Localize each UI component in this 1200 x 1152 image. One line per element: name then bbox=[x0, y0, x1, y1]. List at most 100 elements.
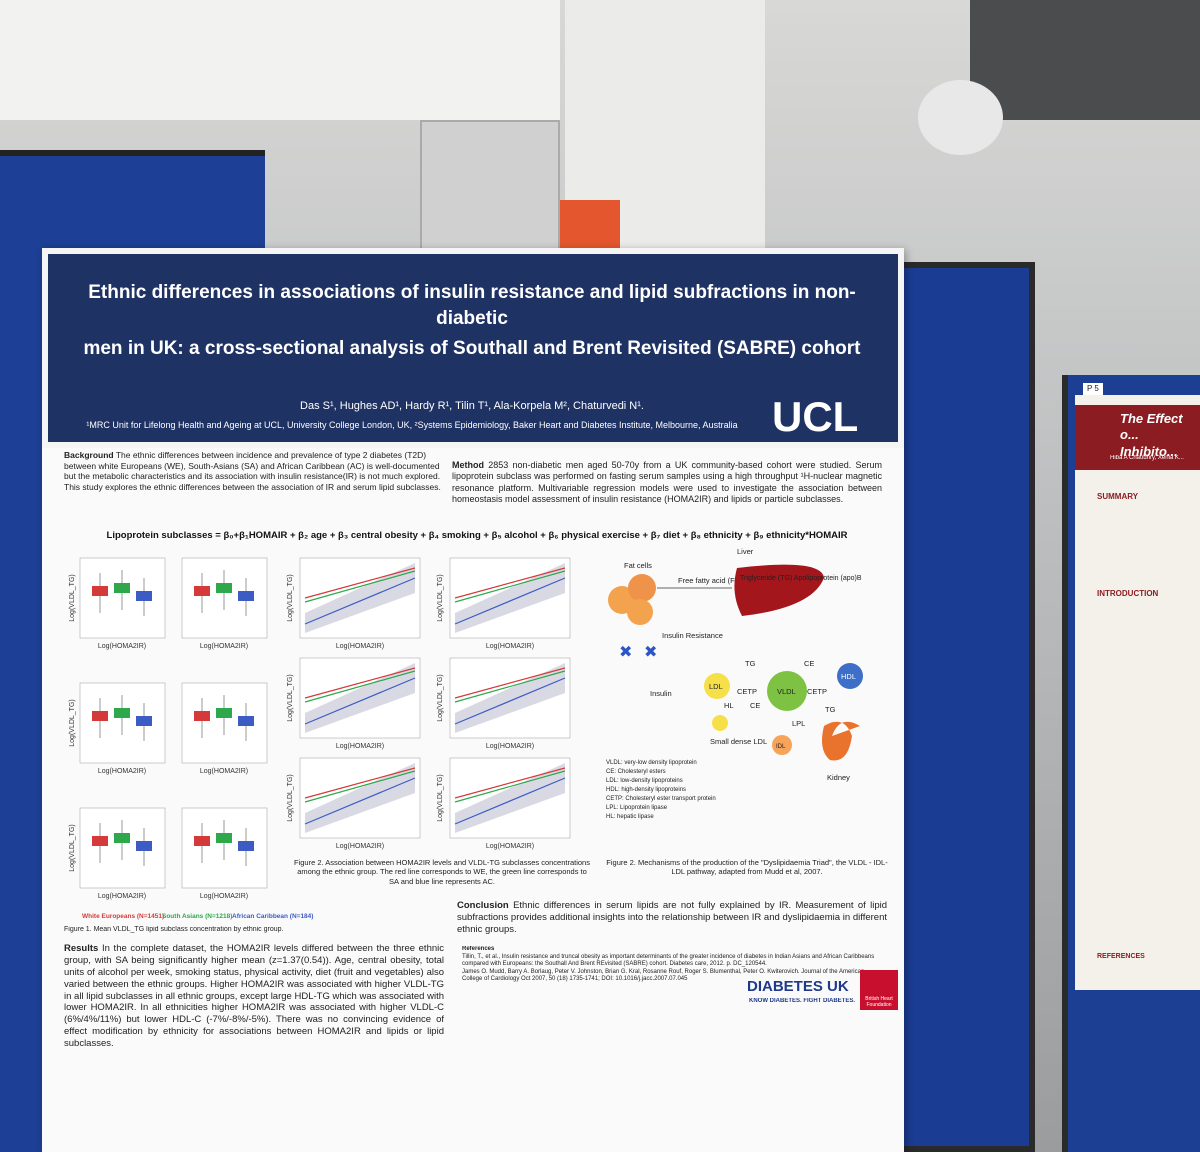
axis-label: Log(HOMA2IR) bbox=[486, 743, 534, 750]
key-item: HL: hepatic lipase bbox=[606, 814, 654, 820]
speaker bbox=[918, 80, 1003, 155]
diagram-label: Kidney bbox=[827, 773, 850, 782]
poster-title: men in UK: a cross-sectional analysis of… bbox=[83, 338, 861, 359]
box-plot bbox=[181, 682, 268, 764]
diagram-label: Insulin bbox=[650, 689, 672, 698]
results: Results In the complete dataset, the HOM… bbox=[64, 943, 444, 1143]
neighbour-title: The Effect o... Inhibito... bbox=[1120, 411, 1183, 459]
method: Method 2853 non-diabetic men aged 50-70y… bbox=[452, 460, 882, 505]
diagram-label: LPL bbox=[792, 719, 805, 728]
block-icon: ✖ bbox=[619, 644, 632, 661]
line-plot bbox=[449, 557, 571, 639]
bhf-logo: British Heart Foundation bbox=[860, 970, 898, 1010]
reference: Tillin, T., et al., Insulin resistance a… bbox=[462, 953, 875, 968]
diagram-label: Free fatty acid (FFA) bbox=[678, 576, 747, 585]
diagram-label: IDL bbox=[776, 744, 786, 750]
neighbour-header bbox=[1075, 405, 1200, 470]
key-item: VLDL: very-low density lipoprotein bbox=[606, 760, 697, 766]
legend-item: African Caribbean (N=184) bbox=[232, 913, 313, 920]
poster-header bbox=[42, 248, 904, 448]
key-item: CE: Cholesteryl esters bbox=[606, 769, 666, 775]
diagram-label: CE bbox=[804, 659, 814, 668]
paragraph: Ethnic differences in serum lipids are n… bbox=[457, 900, 887, 935]
poster-title: Ethnic differences in associations of in… bbox=[88, 282, 856, 329]
axis-label: Log(HOMA2IR) bbox=[486, 643, 534, 650]
conclusion: Conclusion Ethnic differences in serum l… bbox=[457, 900, 887, 936]
axis-label: Log(HOMA2IR) bbox=[98, 893, 146, 900]
line-plot bbox=[299, 557, 421, 639]
axis-label: Log(HOMA2IR) bbox=[336, 743, 384, 750]
axis-label: Log(VLDL_TG) bbox=[69, 824, 76, 871]
axis-label: Log(HOMA2IR) bbox=[486, 843, 534, 850]
heading: Background bbox=[64, 450, 114, 460]
references: References Tillin, T., et al., Insulin r… bbox=[462, 946, 882, 984]
neighbour-heading: INTRODUCTION bbox=[1097, 589, 1159, 598]
box-plot bbox=[181, 807, 268, 889]
diagram-label: Triglyceride (TG) Apolipoprotein (apo)B bbox=[740, 575, 862, 582]
paragraph: In the complete dataset, the HOMA2IR lev… bbox=[64, 943, 444, 1049]
figure-caption: Figure 2. Association between HOMA2IR le… bbox=[294, 858, 590, 886]
axis-label: Log(VLDL_TG) bbox=[287, 674, 294, 721]
sponsor-logo: DIABETES UK bbox=[747, 978, 849, 995]
neighbour-heading: REFERENCES bbox=[1097, 953, 1145, 960]
neighbour-poster: P 5 The Effect o... Inhibito... Hiba A C… bbox=[1075, 383, 1200, 990]
diagram-label: HL bbox=[724, 701, 734, 710]
axis-label: Log(HOMA2IR) bbox=[200, 643, 248, 650]
line-plot bbox=[449, 757, 571, 839]
diagram-label: Small dense LDL bbox=[710, 737, 767, 746]
box-plot bbox=[79, 807, 166, 889]
key-item: LDL: low-density lipoproteins bbox=[606, 778, 683, 784]
key-item: CETP: Cholesteryl ester transport protei… bbox=[606, 796, 716, 802]
diagram-label: VLDL bbox=[777, 687, 796, 696]
diagram-label: HDL bbox=[841, 672, 856, 681]
diagram-label: Liver bbox=[737, 548, 754, 556]
neighbour-authors: Hiba A Chaudhry, Xenia K... bbox=[1110, 455, 1184, 461]
ucl-logo: UCL bbox=[772, 396, 859, 438]
figure-caption: Figure 1. Mean VLDL_TG lipid subclass co… bbox=[64, 926, 284, 933]
diagram-label: CETP bbox=[737, 687, 757, 696]
axis-label: Log(VLDL_TG) bbox=[437, 574, 444, 621]
axis-label: Log(VLDL_TG) bbox=[287, 574, 294, 621]
diagram-label: TG bbox=[825, 705, 836, 714]
poster: Ethnic differences in associations of in… bbox=[42, 248, 904, 1152]
axis-label: Log(VLDL_TG) bbox=[287, 774, 294, 821]
line-plot bbox=[299, 757, 421, 839]
reference: James O. Mudd, Barry A. Borlaug, Peter V… bbox=[462, 968, 865, 983]
axis-label: Log(VLDL_TG) bbox=[69, 574, 76, 621]
diagram-label: TG bbox=[745, 659, 756, 668]
diagram-label: Insulin Resistance bbox=[662, 631, 723, 640]
diagram-label: LDL bbox=[709, 682, 723, 691]
axis-label: Log(HOMA2IR) bbox=[200, 893, 248, 900]
diagram-label: Fat cells bbox=[624, 561, 652, 570]
paragraph: The ethnic differences between incidence… bbox=[64, 450, 441, 492]
diagram-label: CETP bbox=[807, 687, 827, 696]
background: Background The ethnic differences betwee… bbox=[64, 450, 444, 493]
box-plot bbox=[79, 557, 166, 639]
figures: Log(HOMA2IR) Log(HOMA2IR) Log(HOMA2IR) L… bbox=[69, 548, 863, 920]
sponsor-tagline: KNOW DIABETES. FIGHT DIABETES. bbox=[749, 998, 856, 1004]
legend-item: South Asians (N=1218) bbox=[162, 913, 232, 920]
heading: Conclusion bbox=[457, 900, 509, 911]
axis-label: Log(VLDL_TG) bbox=[69, 699, 76, 746]
heading: Results bbox=[64, 943, 99, 954]
axis-label: Log(HOMA2IR) bbox=[336, 643, 384, 650]
axis-label: Log(VLDL_TG) bbox=[437, 774, 444, 821]
legend-item: White Europeans (N=1451) bbox=[82, 913, 164, 920]
axis-label: Log(HOMA2IR) bbox=[200, 768, 248, 775]
neighbour-label: P 5 bbox=[1083, 383, 1103, 395]
axis-label: Log(VLDL_TG) bbox=[437, 674, 444, 721]
axis-label: Log(HOMA2IR) bbox=[98, 768, 146, 775]
heading: Method bbox=[452, 460, 484, 470]
figure-caption: Figure 2. Mechanisms of the production o… bbox=[606, 858, 888, 877]
line-plot bbox=[299, 657, 421, 739]
line-plot bbox=[449, 657, 571, 739]
heading: References bbox=[462, 946, 495, 952]
equation: Lipoprotein subclasses = β₀+β₁HOMAIR + β… bbox=[106, 530, 848, 541]
authors: Das S¹, Hughes AD¹, Hardy R¹, Tilin T¹, … bbox=[300, 400, 644, 412]
block-icon: ✖ bbox=[644, 644, 657, 661]
affiliations: ¹MRC Unit for Lifelong Health and Ageing… bbox=[86, 420, 738, 430]
vent bbox=[420, 120, 560, 250]
box-plot bbox=[181, 557, 268, 639]
paragraph: 2853 non-diabetic men aged 50-70y from a… bbox=[452, 460, 882, 504]
